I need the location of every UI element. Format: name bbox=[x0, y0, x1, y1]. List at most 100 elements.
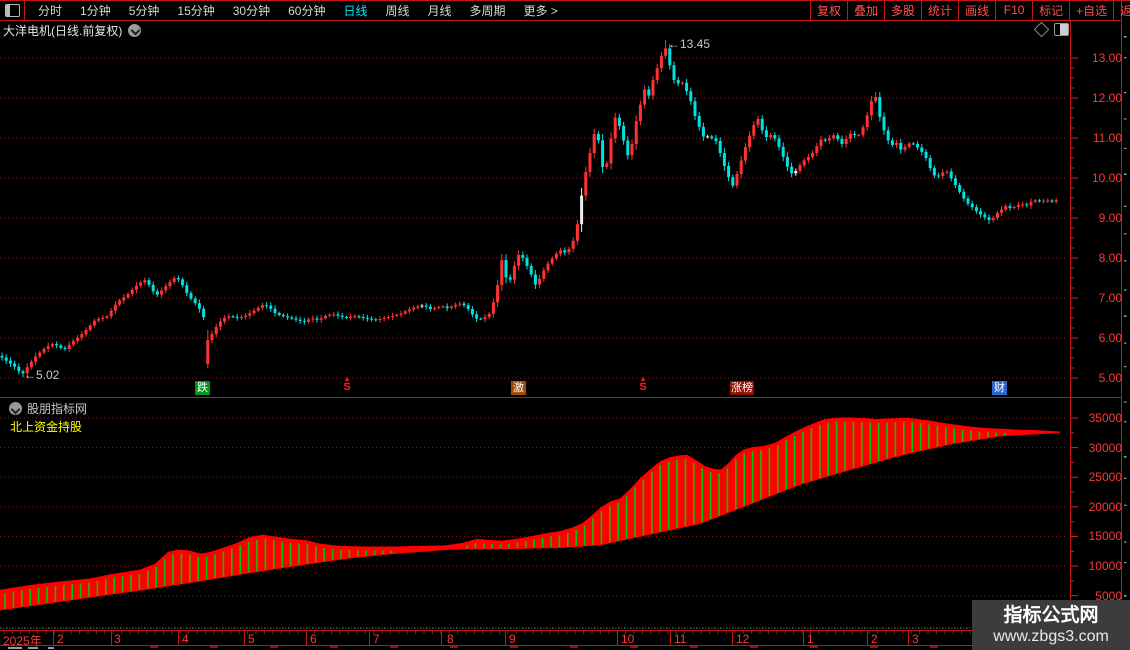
chevron-down-icon[interactable] bbox=[9, 402, 22, 415]
candle bbox=[491, 298, 495, 318]
candle bbox=[466, 303, 470, 312]
signal-s-marker[interactable]: ▲ S bbox=[343, 376, 351, 393]
candle bbox=[928, 154, 932, 172]
candle bbox=[874, 92, 878, 104]
event-badge-2[interactable]: 激 bbox=[511, 381, 526, 395]
candle bbox=[1033, 198, 1037, 204]
action-button-2[interactable]: 多股 bbox=[884, 0, 921, 20]
candle bbox=[853, 131, 857, 138]
candle bbox=[76, 335, 80, 344]
candle bbox=[441, 305, 445, 309]
top-toolbar: 分时 1分钟 5分钟 15分钟 30分钟 60分钟 日线 周线 月线 多周期 更多 > 复权 叠加 多股… bbox=[0, 0, 1130, 21]
candle bbox=[336, 311, 340, 319]
candle bbox=[756, 115, 760, 128]
candle bbox=[475, 311, 479, 322]
candle bbox=[433, 306, 437, 311]
candle bbox=[370, 316, 374, 322]
candle bbox=[584, 166, 588, 201]
candle bbox=[378, 316, 382, 323]
candle bbox=[643, 85, 647, 109]
month-label: 7 bbox=[373, 632, 380, 646]
candle bbox=[676, 76, 680, 87]
candle bbox=[181, 277, 185, 288]
candle bbox=[991, 215, 995, 223]
candle bbox=[932, 165, 936, 178]
price-tick-label: 9.00 bbox=[1098, 211, 1122, 225]
candle bbox=[71, 338, 75, 347]
candle bbox=[1042, 198, 1046, 204]
event-badge-0[interactable]: 跌 bbox=[195, 381, 210, 395]
candle bbox=[349, 313, 353, 321]
candle bbox=[412, 305, 416, 312]
candle bbox=[685, 78, 689, 96]
action-button-1[interactable]: 叠加 bbox=[847, 0, 884, 20]
action-button-6[interactable]: 标记 bbox=[1032, 0, 1069, 20]
month-label: 1 bbox=[807, 632, 814, 646]
candle bbox=[882, 112, 886, 135]
candle bbox=[84, 327, 88, 337]
split-window-icon[interactable] bbox=[0, 0, 25, 21]
candle bbox=[790, 162, 794, 178]
candle bbox=[0, 352, 4, 361]
candle bbox=[869, 96, 873, 121]
watermark: 指标公式网 www.zbgs3.com bbox=[972, 600, 1130, 650]
candle bbox=[550, 256, 554, 266]
candle bbox=[122, 293, 126, 304]
price-tick-label: 12.00 bbox=[1091, 91, 1122, 105]
candle bbox=[483, 314, 487, 323]
period-item-7[interactable]: 周线 bbox=[385, 4, 410, 18]
price-tick-label: 10.00 bbox=[1091, 171, 1122, 185]
period-item-1[interactable]: 1分钟 bbox=[80, 4, 111, 18]
period-item-5[interactable]: 60分钟 bbox=[288, 4, 326, 18]
period-item-4[interactable]: 30分钟 bbox=[232, 4, 271, 18]
candle bbox=[1012, 205, 1016, 210]
diamond-icon[interactable] bbox=[1033, 21, 1050, 38]
candle bbox=[706, 134, 710, 139]
action-button-0[interactable]: 复权 bbox=[810, 0, 847, 20]
candle bbox=[80, 331, 84, 341]
action-button-8[interactable]: 返回 bbox=[1113, 0, 1130, 20]
candle bbox=[185, 281, 189, 297]
candle bbox=[533, 270, 537, 289]
period-item-3[interactable]: 15分钟 bbox=[177, 4, 215, 18]
candle bbox=[945, 169, 949, 175]
candle bbox=[714, 134, 718, 145]
event-badge-4[interactable]: 涨榜 bbox=[730, 381, 754, 395]
chevron-down-icon[interactable] bbox=[128, 23, 142, 37]
candle bbox=[748, 131, 752, 152]
candle bbox=[206, 330, 210, 368]
candle bbox=[395, 313, 399, 318]
period-item-0[interactable]: 分时 bbox=[38, 4, 63, 18]
candle bbox=[521, 251, 525, 262]
period-item-6[interactable]: 日线 bbox=[343, 4, 368, 18]
candle bbox=[252, 307, 256, 317]
candle bbox=[382, 315, 386, 322]
event-badge-5[interactable]: 财 bbox=[992, 381, 1007, 395]
action-button-4[interactable]: 画线 bbox=[958, 0, 995, 20]
candle bbox=[445, 303, 449, 312]
high-price-annotation: ←13.45 bbox=[668, 37, 711, 51]
signal-s-marker[interactable]: ▲ S bbox=[639, 376, 647, 393]
candle bbox=[890, 138, 894, 148]
candle bbox=[903, 144, 907, 153]
action-button-7[interactable]: +自选 bbox=[1069, 0, 1113, 20]
action-button-5[interactable]: F10 bbox=[995, 0, 1032, 20]
period-item-9[interactable]: 多周期 bbox=[469, 4, 506, 18]
year-label: 2025年 bbox=[3, 634, 42, 648]
period-item-2[interactable]: 5分钟 bbox=[128, 4, 160, 18]
candle bbox=[840, 135, 844, 148]
value-tick-label: 25000 bbox=[1088, 470, 1122, 485]
candle bbox=[113, 301, 117, 315]
candle bbox=[962, 188, 966, 202]
price-tick-label: 13.00 bbox=[1091, 51, 1122, 65]
period-item-10[interactable]: 更多 > bbox=[523, 4, 558, 18]
action-button-3[interactable]: 统计 bbox=[921, 0, 958, 20]
candle bbox=[46, 342, 50, 353]
candle bbox=[130, 287, 134, 297]
period-item-8[interactable]: 月线 bbox=[427, 4, 452, 18]
candle bbox=[743, 143, 747, 165]
candle bbox=[437, 305, 441, 310]
panel-layout-icon[interactable] bbox=[1054, 23, 1069, 36]
candle bbox=[55, 341, 59, 349]
